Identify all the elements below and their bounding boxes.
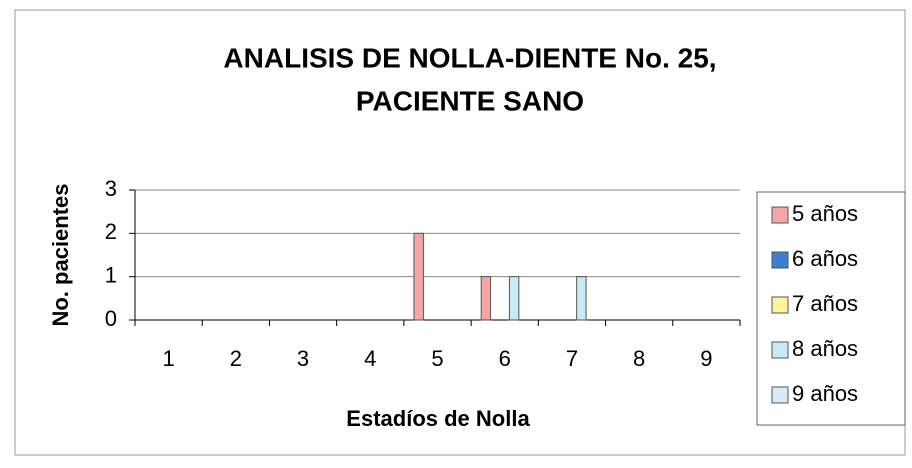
- y-tick-label: 2: [105, 219, 117, 244]
- x-tick-label: 1: [162, 346, 174, 371]
- legend-swatch: [771, 341, 789, 359]
- legend-label: 8 años: [792, 336, 858, 361]
- y-tick-label: 1: [105, 262, 117, 287]
- x-tick-label: 7: [566, 346, 578, 371]
- legend-swatch: [771, 251, 789, 269]
- legend-label: 9 años: [792, 381, 858, 406]
- bar: [576, 276, 587, 321]
- x-tick-label: 8: [633, 346, 645, 371]
- x-tick-label: 4: [364, 346, 376, 371]
- x-tick-label: 6: [499, 346, 511, 371]
- x-axis-label: Estadíos de Nolla: [346, 406, 530, 431]
- y-axis-label: No. pacientes: [48, 183, 73, 326]
- legend-swatch: [771, 206, 789, 224]
- legend-label: 5 años: [792, 201, 858, 226]
- x-tick-label: 2: [230, 346, 242, 371]
- y-tick-label: 0: [105, 306, 117, 331]
- bar: [508, 276, 520, 321]
- x-tick-label: 9: [700, 346, 712, 371]
- bar: [480, 276, 492, 321]
- chart-title: ANALISIS DE NOLLA-DIENTE No. 25,: [223, 42, 716, 73]
- legend-label: 7 años: [792, 291, 858, 316]
- x-tick-label: 3: [297, 346, 309, 371]
- legend-swatch: [771, 386, 789, 404]
- bar: [413, 232, 424, 321]
- chart-title: PACIENTE SANO: [356, 85, 584, 116]
- y-tick-label: 3: [105, 176, 117, 201]
- legend-swatch: [771, 296, 789, 314]
- x-tick-label: 5: [431, 346, 443, 371]
- legend-label: 6 años: [792, 246, 858, 271]
